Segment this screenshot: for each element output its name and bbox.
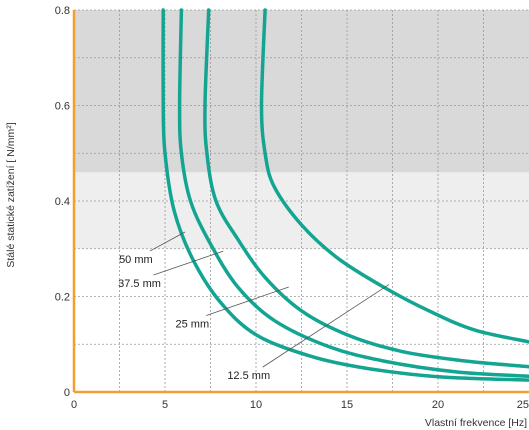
x-tick-label: 0 [71, 399, 77, 411]
y-tick-label: 0.4 [55, 196, 70, 208]
annotation-label-0: 50 mm [119, 254, 153, 266]
tick-labels: 0 5 10 15 20 25 0 0.2 0.4 0.6 0.8 [55, 5, 529, 411]
annotation-leader-1 [153, 250, 224, 276]
y-axis-title: Stálé statické zatížení [ N/mm²] [5, 122, 17, 267]
x-tick-label: 5 [162, 399, 168, 411]
axes [72, 10, 529, 394]
series-line-2 [203, 8, 529, 369]
x-axis-title: Vlastní frekvence [Hz] [425, 417, 527, 429]
annotation-leader-0 [149, 231, 186, 252]
x-tick-label: 10 [250, 399, 262, 411]
annotation-label-1: 37.5 mm [118, 278, 161, 290]
y-tick-label: 0.6 [55, 101, 70, 113]
series-lines [161, 8, 529, 382]
x-tick-label: 15 [341, 399, 353, 411]
annotation-label-2: 25 mm [175, 319, 209, 331]
series-line-1 [177, 8, 529, 378]
annotation-label-3: 12.5 mm [227, 370, 270, 382]
annotation-leader-2 [206, 286, 289, 316]
x-tick-label: 20 [432, 399, 444, 411]
y-tick-label: 0.2 [55, 292, 70, 304]
x-tick-label: 25 [517, 399, 529, 411]
series-line-0 [161, 8, 529, 382]
y-tick-label: 0.8 [55, 5, 70, 17]
load-bands [74, 10, 529, 249]
annotation-leader-3 [262, 284, 390, 368]
annotations: 50 mm 37.5 mm 25 mm 12.5 mm [118, 231, 390, 382]
y-tick-label: 0 [64, 387, 70, 399]
series-line-3 [259, 8, 529, 344]
